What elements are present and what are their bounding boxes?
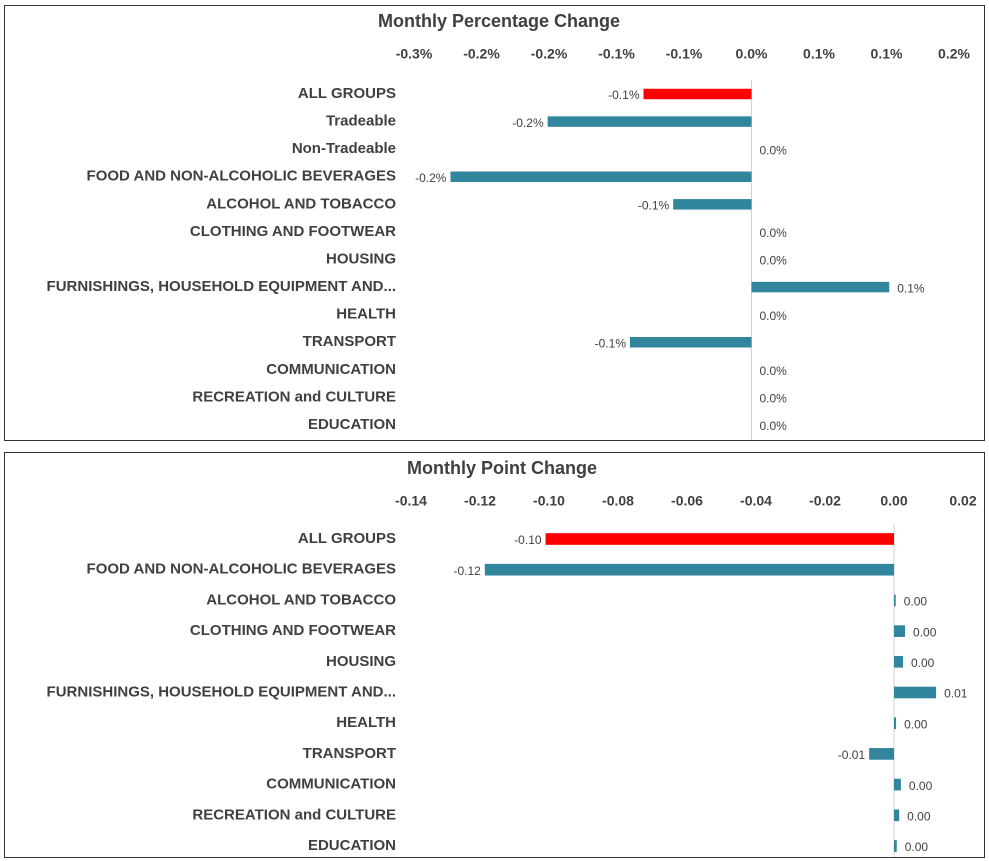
category-label: HOUSING — [326, 250, 396, 267]
bar — [547, 116, 752, 127]
value-label: -0.2% — [415, 171, 447, 185]
category-label: COMMUNICATION — [266, 361, 396, 378]
value-label: 0.00 — [913, 625, 937, 639]
bar — [894, 686, 937, 699]
chart-title: Monthly Percentage Change — [378, 11, 620, 31]
category-label: ALL GROUPS — [298, 85, 396, 102]
value-label: 0.00 — [911, 656, 935, 670]
bar — [545, 533, 894, 545]
value-label: 0.00 — [909, 779, 933, 793]
category-label: FOOD AND NON-ALCOHOLIC BEVERAGES — [87, 168, 396, 185]
category-label: HEALTH — [336, 714, 396, 731]
category-label: CLOTHING AND FOOTWEAR — [190, 622, 396, 639]
bar — [894, 625, 906, 637]
x-tick-label: -0.10 — [533, 493, 565, 509]
chart-frame — [4, 452, 985, 858]
x-tick-label: 0.1% — [871, 46, 903, 62]
value-label: -0.1% — [608, 88, 640, 102]
x-tick-label: -0.2% — [463, 46, 500, 62]
x-tick-label: 0.00 — [880, 493, 907, 509]
value-label: 0.00 — [907, 809, 931, 823]
x-tick-label: -0.02 — [809, 493, 841, 509]
value-label: -0.1% — [638, 199, 670, 213]
value-label: 0.0% — [760, 419, 788, 433]
bar — [894, 594, 896, 607]
value-label: 0.0% — [760, 254, 788, 268]
x-tick-label: 0.1% — [803, 46, 835, 62]
category-label: ALCOHOL AND TOBACCO — [206, 195, 396, 212]
value-label: -0.1% — [595, 336, 627, 350]
bar — [894, 655, 903, 668]
value-label: 0.00 — [905, 840, 929, 854]
bar — [751, 281, 890, 293]
x-tick-label: -0.1% — [598, 46, 635, 62]
x-tick-label: 0.2% — [938, 46, 970, 62]
value-label: -0.01 — [838, 748, 866, 762]
x-tick-label: -0.12 — [464, 493, 496, 509]
value-label: 0.01 — [944, 687, 968, 701]
category-label: EDUCATION — [308, 837, 396, 854]
bar — [894, 717, 897, 730]
bar — [673, 199, 752, 210]
category-label: FURNISHINGS, HOUSEHOLD EQUIPMENT AND... — [47, 278, 396, 295]
x-tick-label: -0.06 — [671, 493, 703, 509]
x-tick-label: 0.02 — [949, 493, 976, 509]
category-label: HOUSING — [326, 653, 396, 670]
bar — [894, 840, 897, 852]
bar — [630, 337, 752, 348]
x-tick-label: -0.04 — [740, 493, 772, 509]
x-tick-label: -0.1% — [666, 46, 703, 62]
category-label: TRANSPORT — [303, 333, 396, 350]
category-label: COMMUNICATION — [266, 776, 396, 793]
x-tick-label: -0.14 — [395, 493, 427, 509]
bar — [894, 778, 901, 791]
x-tick-label: 0.0% — [736, 46, 768, 62]
bar — [643, 88, 752, 100]
value-label: 0.0% — [760, 364, 788, 378]
category-label: EDUCATION — [308, 416, 396, 433]
value-label: 0.0% — [760, 143, 788, 157]
category-label: RECREATION and CULTURE — [192, 806, 396, 823]
category-label: Tradeable — [326, 113, 396, 130]
category-label: FURNISHINGS, HOUSEHOLD EQUIPMENT AND... — [47, 683, 396, 700]
value-label: 0.0% — [760, 309, 788, 323]
chart-frame — [4, 5, 985, 441]
value-label: -0.12 — [453, 564, 481, 578]
x-tick-label: -0.3% — [396, 46, 433, 62]
category-label: CLOTHING AND FOOTWEAR — [190, 223, 396, 240]
category-label: HEALTH — [336, 306, 396, 323]
x-tick-label: -0.08 — [602, 493, 634, 509]
value-label: 0.0% — [760, 226, 788, 240]
value-label: 0.00 — [904, 595, 928, 609]
category-label: TRANSPORT — [303, 745, 396, 762]
value-label: 0.00 — [904, 717, 928, 731]
category-label: FOOD AND NON-ALCOHOLIC BEVERAGES — [87, 561, 396, 578]
bar — [894, 809, 900, 822]
bar — [450, 171, 752, 182]
value-label: 0.0% — [760, 392, 788, 406]
category-label: RECREATION and CULTURE — [192, 388, 396, 405]
category-label: Non-Tradeable — [292, 140, 396, 157]
category-label: ALCOHOL AND TOBACCO — [206, 591, 396, 608]
value-label: 0.1% — [897, 281, 925, 295]
bar — [869, 748, 894, 760]
value-label: -0.10 — [514, 533, 542, 547]
value-label: -0.2% — [512, 116, 544, 130]
chart-title: Monthly Point Change — [407, 458, 597, 478]
bar — [484, 563, 894, 576]
x-tick-label: -0.2% — [531, 46, 568, 62]
category-label: ALL GROUPS — [298, 530, 396, 547]
